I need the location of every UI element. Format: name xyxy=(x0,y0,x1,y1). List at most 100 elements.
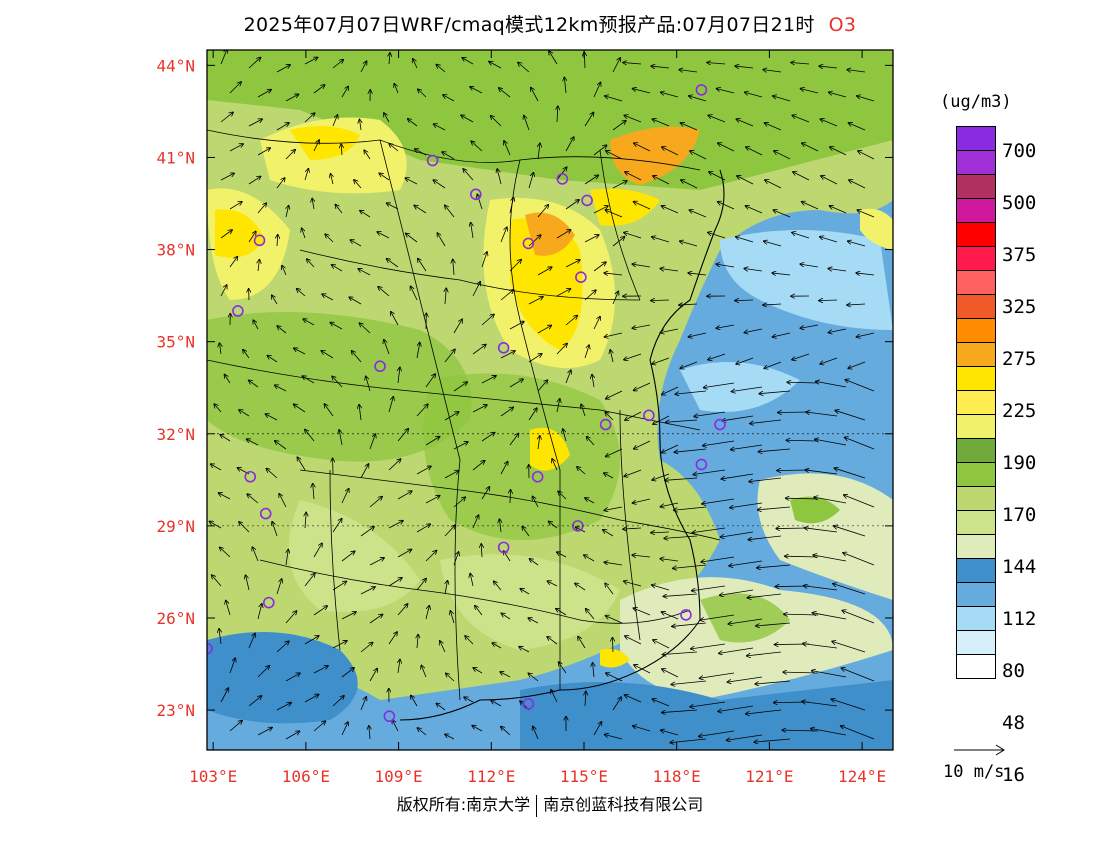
wind-arrow xyxy=(417,728,427,736)
coastal-light xyxy=(680,362,800,412)
wind-arrow xyxy=(377,232,390,239)
wind-arrow xyxy=(812,613,847,620)
wind-arrow xyxy=(462,58,474,65)
wind-arrow xyxy=(304,636,319,645)
wind-arrow xyxy=(679,304,698,305)
wind-arrow xyxy=(843,553,875,566)
wind-arrow xyxy=(408,119,418,127)
wind-arrow xyxy=(605,210,623,218)
wind-arrow xyxy=(703,440,735,446)
wind-arrow xyxy=(304,113,315,123)
wind-arrow xyxy=(847,70,866,72)
wind-arrow xyxy=(556,609,567,616)
wind-arrow xyxy=(537,325,551,334)
wind-arrow xyxy=(285,673,300,682)
site-marker xyxy=(253,234,266,247)
wind-arrow xyxy=(500,290,513,301)
lat-tick-label: 29°N xyxy=(156,517,195,536)
wind-arrow xyxy=(585,692,586,707)
wind-arrow xyxy=(632,498,651,503)
wind-arrow xyxy=(841,668,875,682)
wind-arrow xyxy=(304,694,319,703)
wind-arrow xyxy=(532,496,539,508)
wind-arrow xyxy=(593,145,607,156)
lat-tick-label: 41°N xyxy=(156,148,195,167)
wind-arrow xyxy=(398,367,400,384)
wind-arrow xyxy=(537,380,547,392)
wind-arrow xyxy=(556,230,571,239)
wind-arrow xyxy=(522,526,530,537)
lat-tick-label: 38°N xyxy=(156,241,195,260)
wind-arrow xyxy=(349,297,362,305)
lon-tick-label: 106°E xyxy=(282,767,330,786)
wind-arrow xyxy=(473,668,483,674)
wind-arrow xyxy=(360,642,373,653)
wind-arrow xyxy=(736,237,754,243)
colorbar-swatch xyxy=(956,246,996,270)
colorbar-swatch xyxy=(956,174,996,198)
wind-arrow xyxy=(728,618,763,624)
wind-arrow xyxy=(605,412,614,421)
wind-arrow xyxy=(472,405,487,413)
wind-arrow xyxy=(661,206,679,214)
colorbar-swatch xyxy=(956,534,996,558)
wind-arrow xyxy=(565,137,574,152)
wind-arrow xyxy=(565,370,571,384)
wind-arrow xyxy=(558,662,567,674)
wind-arrow xyxy=(660,502,679,507)
wind-arrow xyxy=(416,343,420,359)
wind-arrow xyxy=(606,616,623,624)
wind-arrow xyxy=(276,65,290,73)
colorbar-swatch xyxy=(956,606,996,630)
wind-arrow xyxy=(471,141,483,152)
credit-separator xyxy=(536,794,538,817)
wind-arrow xyxy=(584,112,594,127)
wind-arrow xyxy=(324,404,334,417)
lat-tick-label: 23°N xyxy=(156,701,195,720)
site-marker xyxy=(575,271,587,283)
wind-arrow xyxy=(721,473,754,479)
wind-arrow xyxy=(463,169,474,181)
wind-arrow xyxy=(848,361,866,368)
wind-arrow xyxy=(388,397,393,413)
wind-arrow xyxy=(815,439,847,446)
colorbar-swatch xyxy=(956,366,996,390)
wind-arrow xyxy=(416,404,428,417)
wind-arrow xyxy=(450,611,455,624)
wind-arrow xyxy=(820,119,838,127)
site-marker xyxy=(497,342,510,354)
wind-arrow xyxy=(689,96,707,102)
wind-arrow xyxy=(558,491,567,500)
wind-arrow xyxy=(632,324,651,328)
colorbar-tick-label: 112 xyxy=(1002,608,1037,630)
wind-arrow xyxy=(755,680,791,684)
wind-arrow xyxy=(313,606,327,616)
wind-arrow xyxy=(552,459,558,471)
wind-arrow xyxy=(730,502,763,508)
wind-arrow xyxy=(634,202,651,210)
wind-arrow xyxy=(634,382,651,390)
wind-arrow xyxy=(332,115,338,127)
wind-arrow xyxy=(313,85,325,94)
wind-arrow xyxy=(360,119,361,131)
wind-arrow xyxy=(787,382,819,383)
wind-arrow xyxy=(239,410,250,417)
wind-arrow xyxy=(453,497,465,508)
colorbar-swatch xyxy=(956,198,996,222)
site-marker xyxy=(497,541,510,554)
longitude-axis: 103°E 106°E 109°E 112°E 115°E 118°E 121°E 124°E xyxy=(189,50,886,786)
wind-arrow xyxy=(651,66,670,68)
wind-arrow xyxy=(384,113,390,123)
wind-arrow xyxy=(811,729,847,736)
wind-arrow xyxy=(445,288,446,305)
wind-arrow xyxy=(277,326,287,334)
site-marker xyxy=(643,409,655,422)
wind-arrow xyxy=(680,361,698,368)
wind-arrow xyxy=(557,106,558,123)
wind-arrow xyxy=(533,726,539,740)
wind-arrow xyxy=(537,267,552,276)
wind-arrow xyxy=(749,477,782,482)
wind-arrow xyxy=(802,143,819,152)
wind-arrow xyxy=(360,527,374,537)
wind-arrow xyxy=(593,722,602,736)
